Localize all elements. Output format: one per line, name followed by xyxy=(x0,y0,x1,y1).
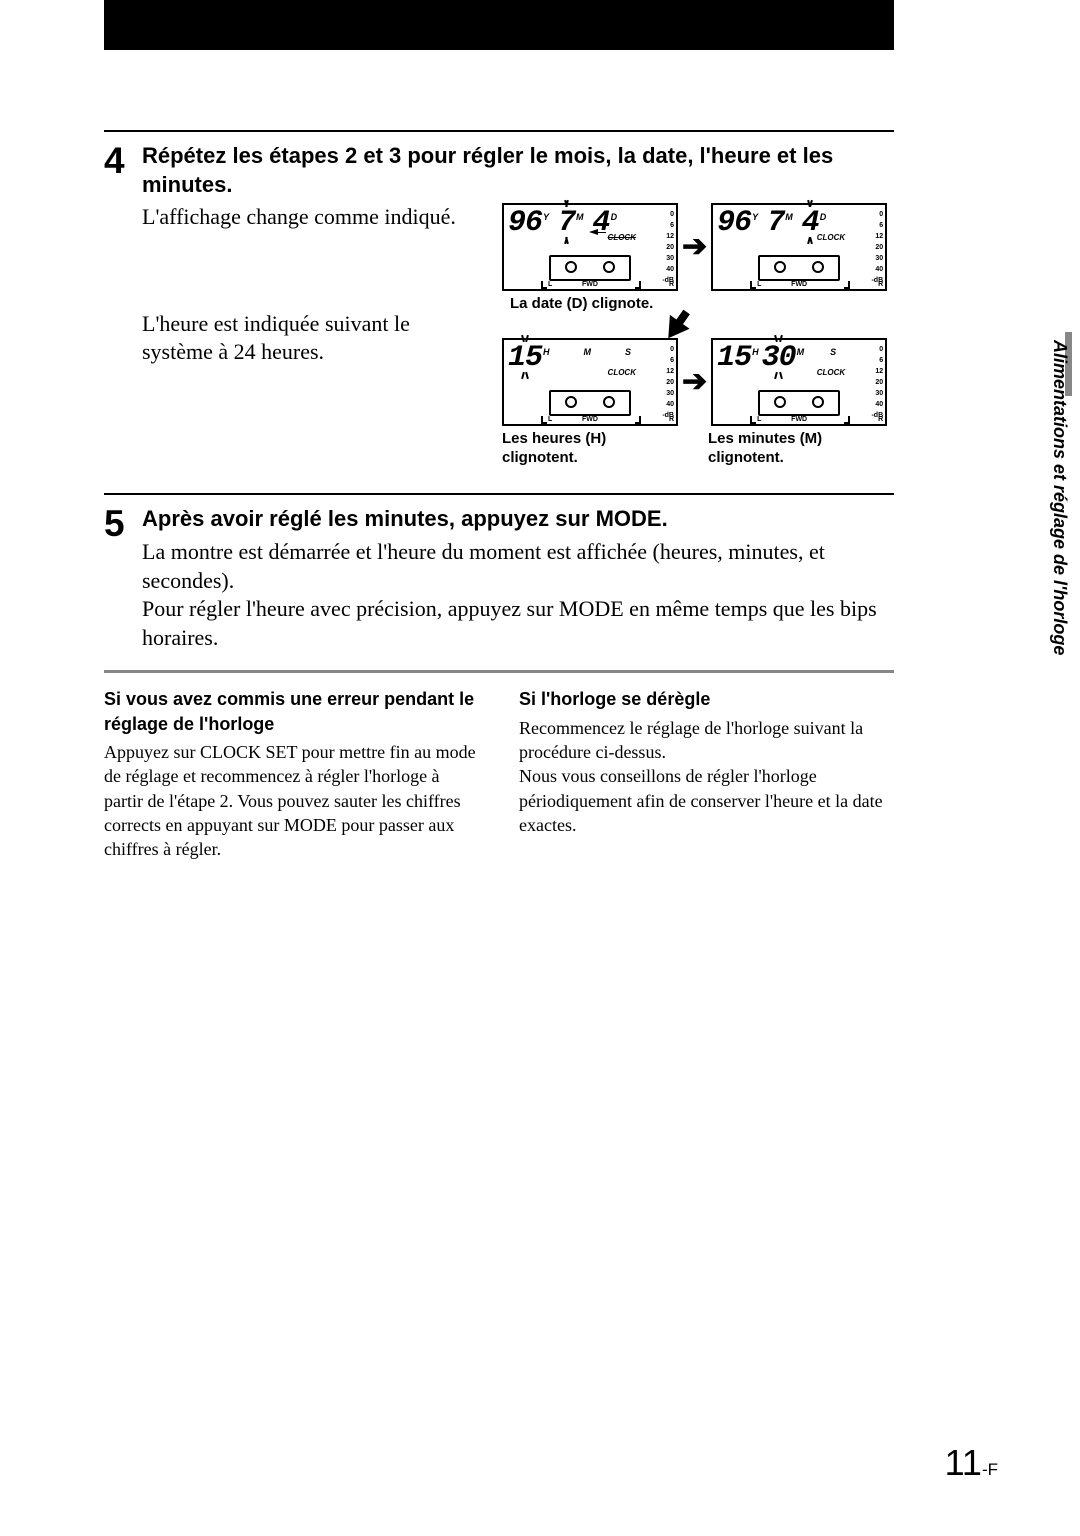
figure-caption: La date (D) clignote. xyxy=(510,295,894,314)
flashing-digit: 30 xyxy=(762,343,796,373)
rule-accent-divider xyxy=(104,670,894,673)
figure-caption: Les heures (H) clignotent. xyxy=(502,430,678,468)
note-heading: Si l'horloge se dérègle xyxy=(519,687,894,711)
step-title: Répétez les étapes 2 et 3 pour régler le… xyxy=(142,142,894,199)
lcd-figure-group: 96Y 7M 4D CLOCK 0612203040-dB LR FWD xyxy=(502,203,894,467)
rule-divider xyxy=(104,130,894,132)
chapter-side-tab: Alimentations et réglage de l'horloge xyxy=(1044,332,1072,772)
figure-caption: Les minutes (M) clignotent. xyxy=(708,430,884,468)
step-title: Après avoir réglé les minutes, appuyez s… xyxy=(142,505,894,534)
step-number: 4 xyxy=(104,142,136,467)
step-number: 5 xyxy=(104,505,136,652)
flashing-digit: 15 xyxy=(508,343,542,373)
note-clock-drift: Si l'horloge se dérègle Recommencez le r… xyxy=(519,687,894,861)
rule-divider xyxy=(104,493,894,495)
header-black-bar xyxy=(104,0,894,50)
step-text: L'heure est indiquée suivant le système … xyxy=(142,310,482,367)
lcd-display: 96Y 7M 4D CLOCK 0612203040-dB LR FWD xyxy=(711,203,887,291)
chapter-title: Alimentations et réglage de l'horloge xyxy=(1049,340,1070,655)
note-body: Recommencez le réglage de l'horloge suiv… xyxy=(519,716,894,837)
step-text: La montre est démarrée et l'heure du mom… xyxy=(142,538,894,652)
arrow-right-icon: ➔ xyxy=(682,367,707,397)
note-body: Appuyez sur CLOCK SET pour mettre fin au… xyxy=(104,740,479,861)
step-text: L'affichage change comme indiqué. xyxy=(142,203,482,232)
flashing-digit: 7 xyxy=(558,208,575,238)
arrow-right-icon: ➔ xyxy=(682,232,707,262)
lcd-display: 15H 30M S CLOCK 0612203040-dB LR FWD xyxy=(711,338,887,426)
lcd-display: 96Y 7M 4D CLOCK 0612203040-dB LR FWD xyxy=(502,203,678,291)
note-heading: Si vous avez commis une erreur pendant l… xyxy=(104,687,479,736)
step-4: 4 Répétez les étapes 2 et 3 pour régler … xyxy=(104,142,894,467)
lcd-display: 15H M S CLOCK 0612203040-dB LR FWD xyxy=(502,338,678,426)
note-error-correction: Si vous avez commis une erreur pendant l… xyxy=(104,687,479,861)
page-number: 11-F xyxy=(945,1442,998,1484)
step-5: 5 Après avoir réglé les minutes, appuyez… xyxy=(104,505,894,652)
